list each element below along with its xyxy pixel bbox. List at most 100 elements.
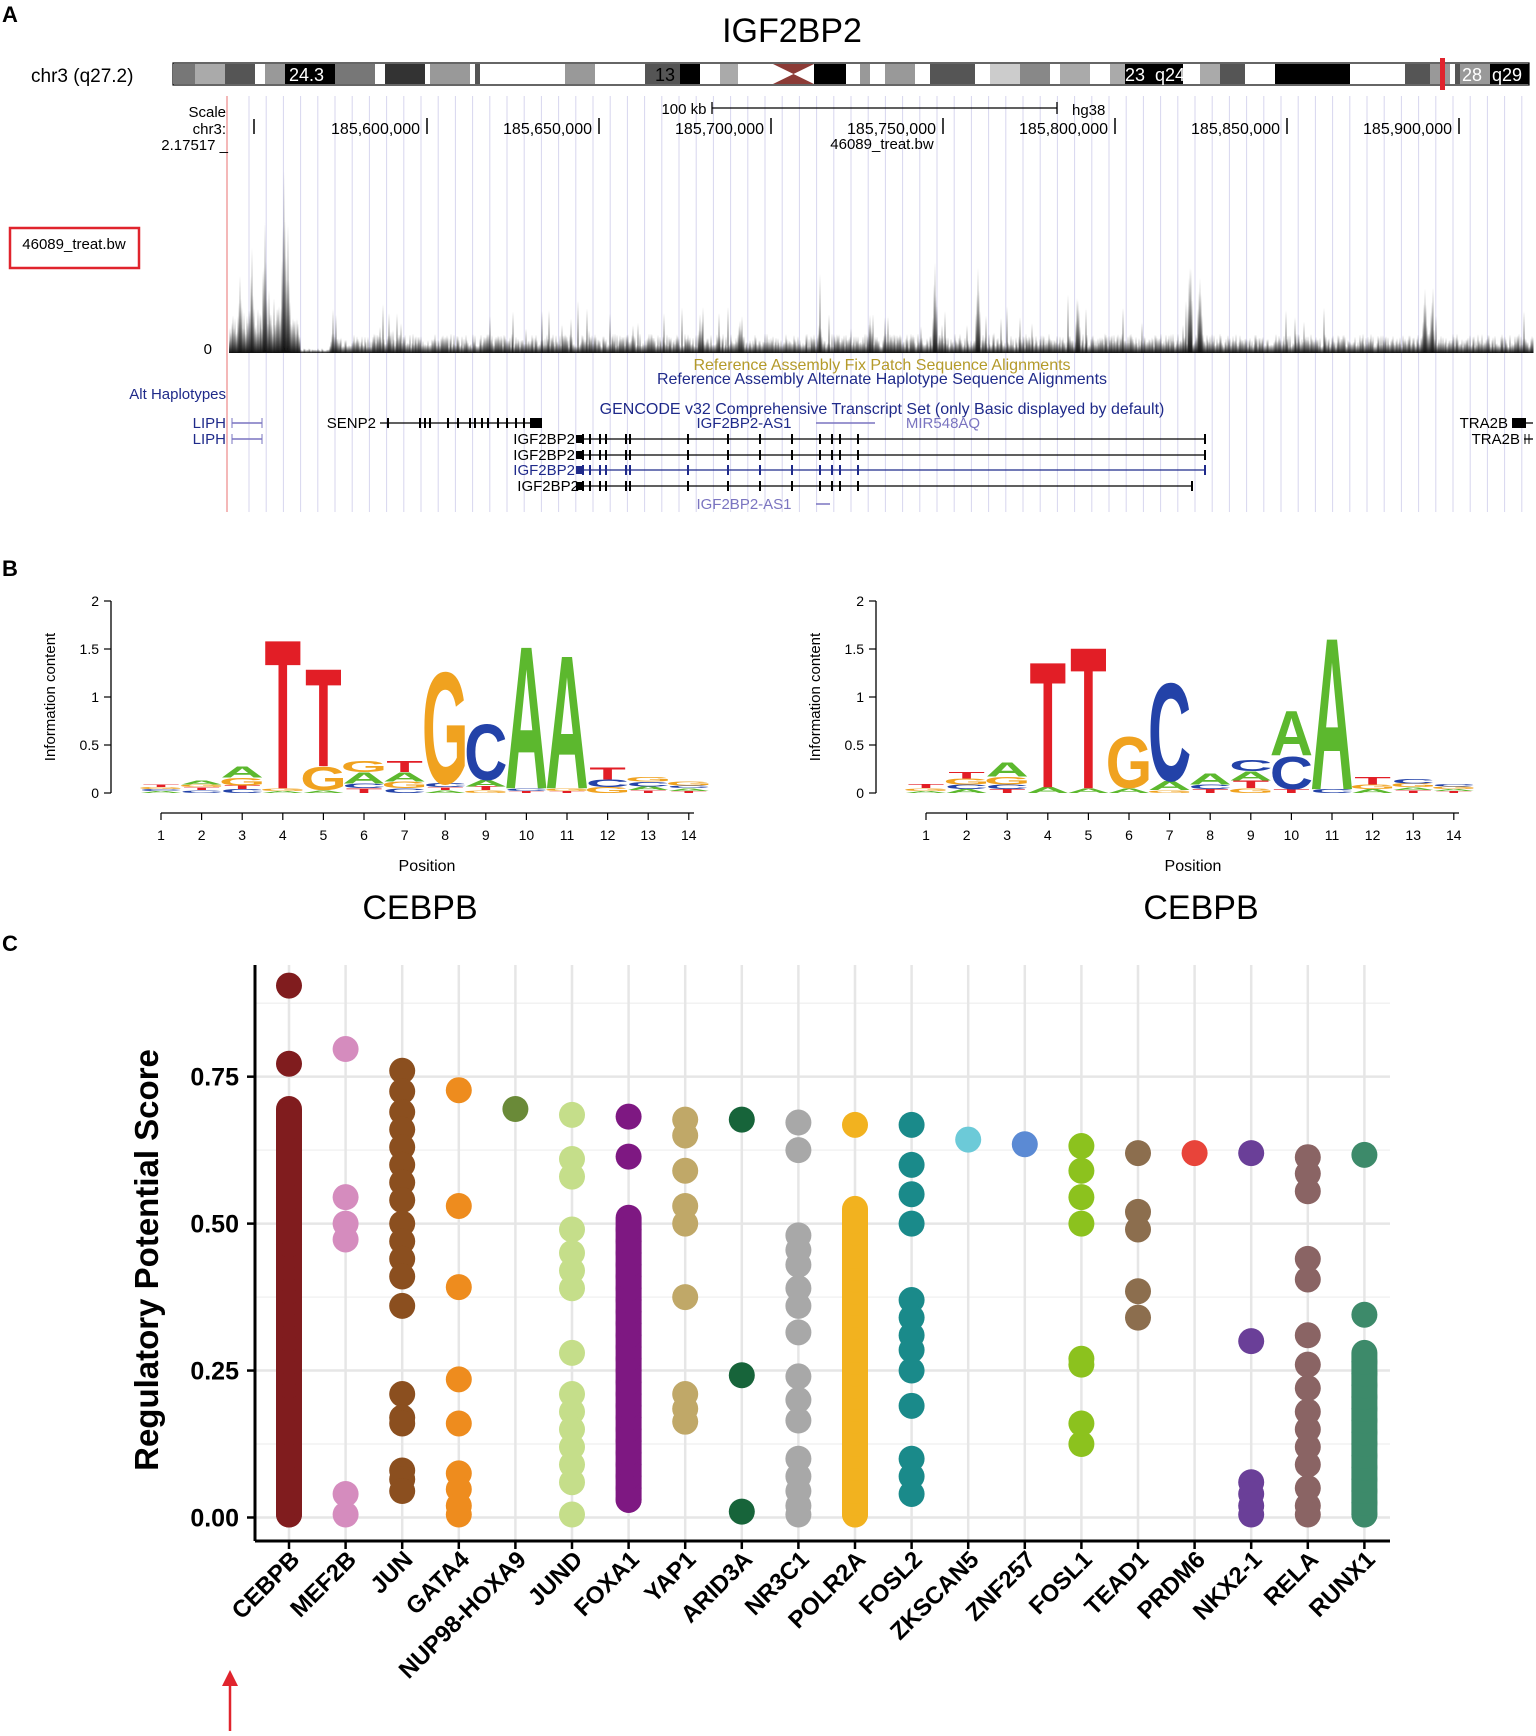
panel-a: A IGF2BP2 chr3 (q27.2) xyxy=(2,2,1534,513)
logo-letter-G: G xyxy=(666,781,712,787)
logo-letter-A: A xyxy=(342,769,385,787)
logo-letter-T: T xyxy=(948,770,984,780)
data-point xyxy=(785,1407,812,1434)
logo-letter-T: T xyxy=(224,784,261,790)
logo-xtick: 11 xyxy=(1325,827,1340,843)
data-point xyxy=(332,1036,359,1063)
logo-letter-T: T xyxy=(183,787,220,791)
series-ZKSCAN5 xyxy=(955,1126,982,1153)
data-point xyxy=(1294,1451,1321,1478)
series-MEF2B xyxy=(332,1036,359,1528)
highlight-arrow xyxy=(222,1670,238,1731)
series-POLR2A xyxy=(842,1111,868,1528)
logo-letter-T: T xyxy=(1273,788,1310,794)
data-point xyxy=(672,1122,699,1149)
logo-letter-A: A xyxy=(302,789,345,793)
coordinate-label: 185,900,000 xyxy=(1363,121,1452,138)
logo-letter-G: G xyxy=(1228,787,1274,794)
sequence-logo-2: Information content Position CEBPB 0 0.5 1… xyxy=(807,593,1477,927)
data-point xyxy=(898,1210,925,1237)
logo-xtick: 1 xyxy=(922,827,930,843)
logo-letter-A: A xyxy=(1392,787,1435,791)
series-CEBPB xyxy=(276,972,302,1528)
logo-letter-A: A xyxy=(667,787,710,791)
data-point xyxy=(672,1284,699,1311)
logo-letter-T: T xyxy=(1233,779,1269,791)
data-point xyxy=(1351,1348,1378,1375)
series-FOXA1 xyxy=(615,1103,642,1513)
data-point xyxy=(785,1501,812,1528)
logo-letter-G: G xyxy=(1431,786,1477,790)
data-point xyxy=(1068,1210,1095,1237)
logo-ytick: 1 xyxy=(856,689,864,705)
series-TEAD1 xyxy=(1125,1140,1151,1331)
band-label: 28 xyxy=(1462,65,1482,85)
logo-letter-C: C xyxy=(945,783,988,790)
series-NKX2-1 xyxy=(1238,1140,1265,1528)
data-point xyxy=(1068,1133,1095,1160)
band-label: q24 xyxy=(1155,65,1185,85)
data-point xyxy=(615,1143,642,1170)
logo-letter-G: G xyxy=(463,789,509,793)
logo-letter-C: C xyxy=(986,783,1029,790)
logo-letter-T: T xyxy=(989,788,1026,794)
logo-xtick: 7 xyxy=(401,827,409,843)
logo-letter-A: A xyxy=(1107,787,1150,794)
data-point xyxy=(389,1078,416,1105)
logo-letter-T: T xyxy=(589,764,626,783)
band-label: 23 xyxy=(1125,65,1145,85)
logo-xtick: 4 xyxy=(279,827,287,843)
data-point xyxy=(728,1106,755,1133)
logo-xtick: 14 xyxy=(1446,827,1462,843)
data-point xyxy=(615,1103,642,1130)
logo-xtick: 14 xyxy=(681,827,697,843)
logo-letter-T: T xyxy=(305,640,341,796)
data-point xyxy=(1125,1140,1151,1167)
gene-label: IGF2BP2-AS1 xyxy=(696,415,791,432)
data-point xyxy=(559,1339,585,1366)
data-point xyxy=(785,1319,812,1346)
logo-xtick: 2 xyxy=(198,827,206,843)
logo-letter-G: G xyxy=(943,777,989,786)
scatter-ytick: 0.25 xyxy=(190,1358,239,1386)
gene-label: TRA2B xyxy=(1472,431,1520,448)
logo-letter-T: T xyxy=(1030,626,1066,826)
gene-label: TRA2B xyxy=(1460,415,1508,432)
track-name: 46089_treat.bw xyxy=(830,136,934,153)
gene-title: IGF2BP2 xyxy=(722,12,862,50)
scatter-ytick: 0.00 xyxy=(190,1504,239,1532)
logo-letter-G: G xyxy=(1390,782,1436,788)
logo-letter-T: T xyxy=(630,789,667,793)
data-point xyxy=(445,1501,472,1528)
logo-ytick: 1.5 xyxy=(845,641,865,657)
data-point xyxy=(1125,1278,1151,1305)
data-point xyxy=(1011,1131,1038,1158)
alt-haplotypes-label: Alt Haplotypes xyxy=(129,386,226,403)
logo-ytick: 1.5 xyxy=(80,641,100,657)
data-point xyxy=(898,1336,925,1363)
logo-letter-C: C xyxy=(1270,747,1313,799)
logo-letter-A: A xyxy=(945,788,988,794)
data-point xyxy=(1238,1501,1265,1528)
data-point xyxy=(559,1216,585,1243)
gene-label: IGF2BP2 xyxy=(513,431,575,448)
logo-letter-G: G xyxy=(625,776,671,783)
data-point xyxy=(785,1109,812,1136)
logo-letter-G: G xyxy=(422,639,468,818)
chrom-label: chr3: xyxy=(193,121,226,138)
data-point xyxy=(1294,1351,1321,1378)
coordinate-axis: 185,600,000 185,650,000 185,700,000 185,… xyxy=(253,118,1460,138)
logo-letter-T: T xyxy=(1070,605,1106,832)
alt-haplotype-track-label: Reference Assembly Alternate Haplotype S… xyxy=(657,371,1107,388)
panel-c-letter: C xyxy=(2,931,18,956)
logo-letter-A: A xyxy=(180,780,223,786)
logo-letter-A: A xyxy=(904,791,947,794)
logo-letter-G: G xyxy=(260,787,306,791)
logo-letter-A: A xyxy=(627,785,670,791)
data-point xyxy=(445,1192,472,1219)
logo-letter-C: C xyxy=(1229,757,1272,775)
coordinate-label: 185,750,000 xyxy=(847,121,936,138)
band-label: 13 xyxy=(655,65,675,85)
data-point xyxy=(672,1157,699,1184)
data-point xyxy=(389,1263,416,1290)
